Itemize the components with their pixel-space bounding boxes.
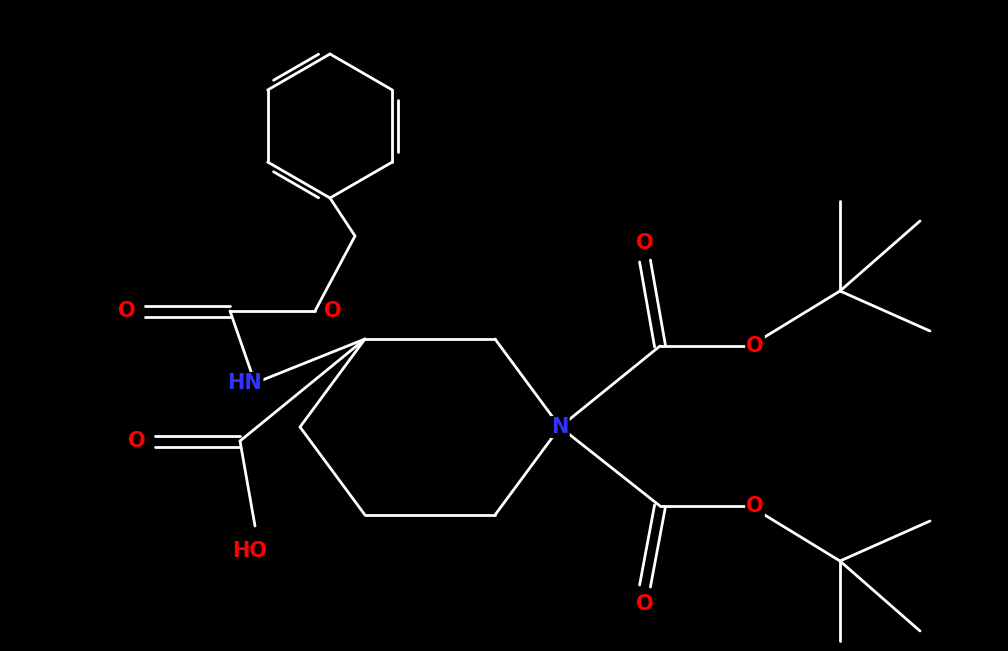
Text: HN: HN (228, 373, 262, 393)
Text: O: O (636, 594, 654, 614)
Text: HO: HO (233, 541, 267, 561)
Text: O: O (118, 301, 136, 321)
Text: O: O (325, 301, 342, 321)
Text: O: O (128, 431, 146, 451)
Text: O: O (746, 496, 764, 516)
Text: O: O (746, 336, 764, 356)
Text: N: N (551, 417, 569, 437)
Text: O: O (636, 233, 654, 253)
